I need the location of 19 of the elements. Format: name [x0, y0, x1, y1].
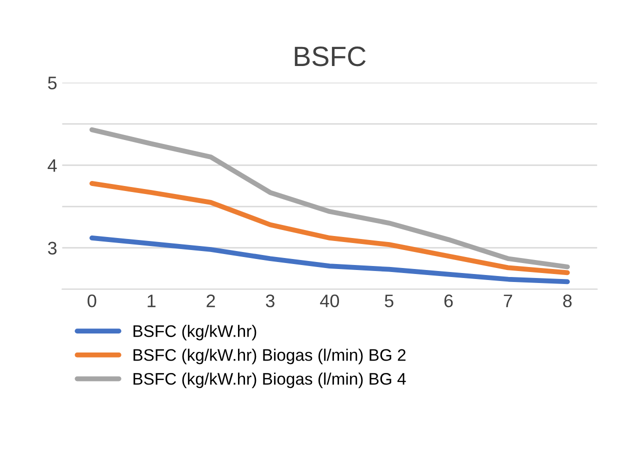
y-tick-label: 4 [48, 159, 57, 172]
y-tick-label: 3 [48, 242, 57, 255]
chart-title: BSFC [294, 46, 366, 66]
x-tick-label: 5 [384, 294, 394, 308]
x-tick-label: 7 [504, 294, 512, 308]
line-series [89, 127, 570, 270]
line-series [89, 180, 570, 276]
legend-label: BSFC (kg/kW.hr) Biogas (l/min) BG 4 [134, 372, 406, 388]
x-tick-label: 8 [563, 294, 572, 308]
legend-label: BSFC (kg/kW.hr) Biogas (l/min) BG 2 [134, 348, 406, 364]
x-tick-label: 6 [444, 294, 453, 308]
x-tick-label: 3 [266, 294, 274, 308]
legend-label: BSFC (kg/kW.hr) [134, 324, 256, 340]
x-tick-label: 0 [88, 294, 96, 308]
line-series [89, 236, 570, 284]
x-tick-label: 1 [148, 294, 156, 308]
y-tick-label: 5 [48, 76, 57, 90]
x-tick-label: 40 [320, 294, 339, 308]
x-tick-label: 2 [206, 294, 215, 308]
